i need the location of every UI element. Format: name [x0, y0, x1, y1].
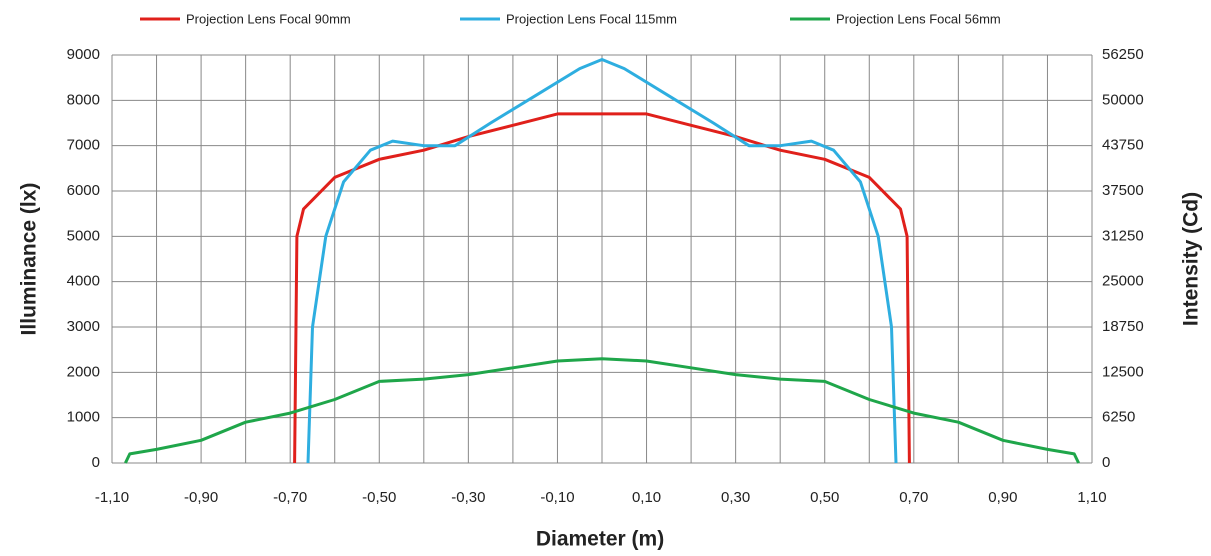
y2-tick-label: 50000	[1102, 91, 1144, 108]
y-tick-label: 1000	[67, 409, 100, 426]
y-tick-label: 4000	[67, 273, 100, 290]
y-tick-label: 8000	[67, 91, 100, 108]
x-axis-title: Diameter (m)	[536, 528, 664, 551]
y2-tick-label: 37500	[1102, 182, 1144, 199]
x-tick-label: -1,10	[95, 489, 129, 506]
line	[293, 112, 911, 464]
x-tick-label: -0,10	[540, 489, 574, 506]
legend-text: Projection Lens Focal 56mm	[836, 11, 1001, 26]
line	[124, 357, 1080, 464]
x-tick-label: -0,30	[451, 489, 485, 506]
y-tick-label: 9000	[67, 46, 100, 63]
x-tick-label: 1,10	[1077, 489, 1106, 506]
y-tick-label: 3000	[67, 318, 100, 335]
y-tick-label: 7000	[67, 137, 100, 154]
y2-tick-label: 31250	[1102, 227, 1144, 244]
y2-tick-label: 0	[1102, 454, 1110, 471]
x-tick-label: 0,30	[721, 489, 750, 506]
y-tick-label: 0	[92, 454, 100, 471]
x-tick-label: 0,90	[988, 489, 1017, 506]
x-tick-label: 0,10	[632, 489, 661, 506]
x-tick-label: 0,50	[810, 489, 839, 506]
y2-tick-label: 56250	[1102, 46, 1144, 63]
y2-tick-label: 25000	[1102, 273, 1144, 290]
line	[306, 58, 898, 464]
y-tick-label: 2000	[67, 363, 100, 380]
y-tick-label: 6000	[67, 182, 100, 199]
x-tick-label: 0,70	[899, 489, 928, 506]
legend-text: Projection Lens Focal 90mm	[186, 11, 351, 26]
y2-axis-title: Intensity (Cd)	[1180, 192, 1203, 326]
x-tick-label: -0,90	[184, 489, 218, 506]
y-tick-label: 5000	[67, 227, 100, 244]
x-tick-label: -0,50	[362, 489, 396, 506]
y2-tick-label: 12500	[1102, 363, 1144, 380]
y-axis-title: Illuminance (lx)	[18, 183, 41, 336]
x-tick-label: -0,70	[273, 489, 307, 506]
y2-tick-label: 18750	[1102, 318, 1144, 335]
y2-tick-label: 43750	[1102, 137, 1144, 154]
y2-tick-label: 6250	[1102, 409, 1135, 426]
legend-text: Projection Lens Focal 115mm	[506, 11, 677, 26]
